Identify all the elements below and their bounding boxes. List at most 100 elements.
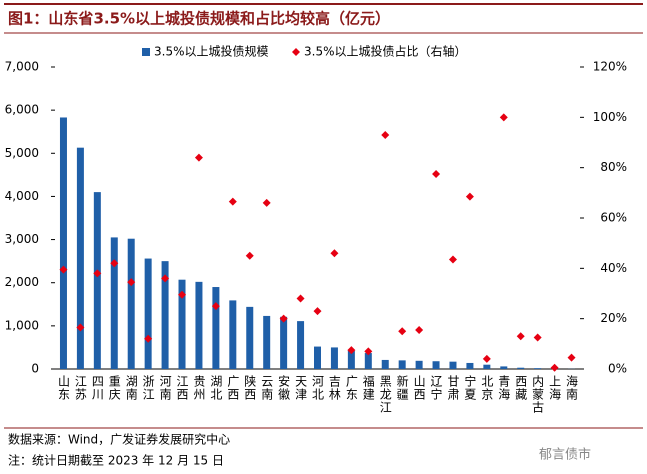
point bbox=[262, 198, 271, 207]
point bbox=[364, 347, 373, 356]
point bbox=[330, 249, 339, 258]
point bbox=[296, 294, 305, 303]
x-tick-label: 青海 bbox=[497, 375, 511, 401]
x-tick-label: 甘肃 bbox=[446, 375, 460, 401]
x-tick-label: 天津 bbox=[294, 375, 308, 401]
bar bbox=[500, 366, 508, 369]
bar bbox=[280, 316, 288, 369]
x-tick-label: 河南 bbox=[158, 375, 172, 401]
source-note: 数据来源：Wind，广发证券发展研究中心 bbox=[8, 432, 230, 447]
x-tick-label: 安徽 bbox=[277, 374, 291, 401]
x-tick-label: 广东 bbox=[344, 375, 358, 401]
bar bbox=[178, 279, 186, 369]
point bbox=[533, 333, 542, 342]
y-tick-label: 2,000 bbox=[5, 275, 39, 289]
bar bbox=[229, 300, 237, 369]
point bbox=[398, 327, 407, 336]
bar bbox=[381, 359, 389, 369]
point bbox=[381, 130, 390, 139]
point bbox=[279, 314, 288, 323]
bar bbox=[263, 315, 271, 369]
x-tick-label: 浙江 bbox=[141, 375, 155, 401]
point bbox=[93, 269, 102, 278]
bar bbox=[466, 362, 474, 369]
y2-tick-label: 120% bbox=[593, 60, 627, 74]
point bbox=[59, 265, 68, 274]
bar bbox=[76, 147, 84, 369]
y-tick-label: 6,000 bbox=[5, 103, 39, 117]
date-note: 注：统计日期截至 2023 年 12 月 15 日 bbox=[8, 453, 224, 468]
x-tick-label: 山东 bbox=[56, 375, 70, 401]
y-tick-label: 0 bbox=[31, 362, 39, 376]
point bbox=[178, 290, 187, 299]
watermark: 郁言债市 bbox=[539, 447, 591, 463]
x-tick-label: 四川 bbox=[90, 375, 104, 401]
x-tick-label: 海南 bbox=[565, 374, 579, 401]
point bbox=[465, 192, 474, 201]
bar bbox=[110, 237, 118, 369]
bar bbox=[330, 347, 338, 369]
x-tick-label: 重庆 bbox=[107, 375, 121, 401]
chart-title: 图1：山东省3.5%以上城投债规模和占比均较高（亿元） bbox=[8, 10, 390, 28]
bar bbox=[93, 192, 101, 369]
point bbox=[127, 278, 136, 287]
x-tick-label: 西藏 bbox=[514, 375, 528, 401]
point bbox=[194, 153, 203, 162]
bar bbox=[59, 117, 67, 369]
bar bbox=[161, 261, 169, 369]
point bbox=[144, 334, 153, 343]
bar bbox=[483, 364, 491, 369]
x-tick-label: 福建 bbox=[361, 374, 375, 401]
point bbox=[499, 113, 508, 122]
y2-tick-label: 0% bbox=[608, 362, 627, 376]
bar bbox=[517, 367, 525, 369]
point bbox=[482, 354, 491, 363]
legend-label: 3.5%以上城投债占比（右轴） bbox=[304, 44, 467, 59]
point bbox=[550, 363, 559, 372]
bar bbox=[195, 281, 203, 369]
x-tick-label: 新疆 bbox=[395, 374, 409, 401]
x-tick-label: 黑龙江 bbox=[378, 375, 392, 414]
bar bbox=[314, 346, 321, 369]
y-tick-label: 3,000 bbox=[5, 232, 39, 246]
y2-tick-label: 40% bbox=[600, 261, 627, 275]
x-tick-label: 湖南 bbox=[124, 374, 138, 401]
point bbox=[567, 353, 576, 362]
x-tick-label: 上海 bbox=[548, 375, 562, 401]
legend-label: 3.5%以上城投债规模 bbox=[154, 44, 269, 59]
y2-tick-label: 100% bbox=[593, 110, 627, 124]
x-tick-label: 广西 bbox=[226, 375, 240, 401]
x-tick-label: 内蒙古 bbox=[531, 375, 545, 414]
y2-tick-label: 80% bbox=[600, 160, 627, 174]
point bbox=[228, 197, 237, 206]
x-tick-label: 河北 bbox=[311, 375, 325, 401]
bar bbox=[534, 368, 542, 369]
x-tick-label: 湖北 bbox=[209, 374, 223, 401]
point bbox=[110, 259, 119, 268]
bar bbox=[398, 360, 406, 369]
bar bbox=[347, 350, 355, 369]
point bbox=[448, 255, 457, 264]
bar bbox=[432, 361, 440, 369]
point bbox=[516, 332, 525, 341]
legend-swatch bbox=[292, 48, 300, 56]
bar bbox=[144, 258, 152, 369]
point bbox=[313, 307, 322, 316]
point bbox=[245, 251, 254, 260]
point bbox=[415, 325, 424, 334]
bar bbox=[449, 361, 457, 369]
x-tick-label: 江西 bbox=[175, 375, 189, 401]
y2-tick-label: 20% bbox=[600, 311, 627, 325]
y-tick-label: 7,000 bbox=[5, 60, 39, 74]
bar bbox=[415, 360, 423, 369]
legend-swatch bbox=[142, 48, 150, 56]
bar bbox=[212, 287, 220, 369]
x-tick-label: 宁夏 bbox=[463, 374, 477, 401]
y-tick-label: 4,000 bbox=[5, 189, 39, 203]
bar bbox=[297, 321, 305, 369]
bar bbox=[127, 238, 135, 369]
x-tick-label: 陕西 bbox=[243, 374, 257, 401]
y-tick-label: 1,000 bbox=[5, 318, 39, 332]
